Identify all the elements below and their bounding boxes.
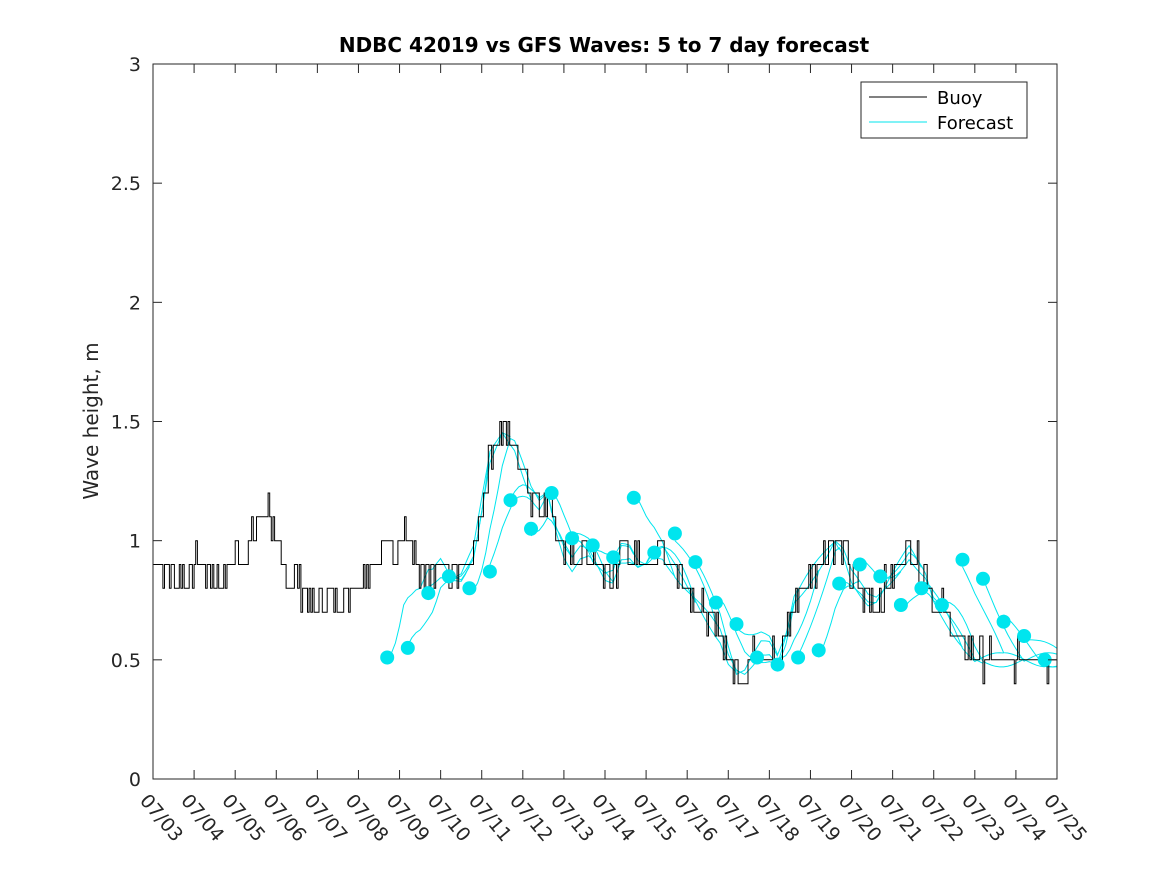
forecast-line — [962, 566, 1045, 668]
legend-buoy-label: Buoy — [937, 88, 983, 109]
legend: Buoy Forecast — [860, 81, 1028, 139]
forecast-marker — [647, 545, 662, 560]
forecast-line — [694, 560, 779, 676]
forecast-marker — [606, 550, 621, 565]
forecast-marker — [955, 552, 970, 567]
forecast-marker — [585, 538, 600, 553]
legend-box — [860, 81, 1028, 139]
forecast-marker — [482, 564, 497, 579]
forecast-line — [674, 540, 758, 676]
forecast-marker — [421, 586, 436, 601]
forecast-marker — [729, 617, 744, 632]
forecast-line — [469, 437, 553, 593]
forecast-line — [797, 546, 881, 656]
forecast-marker — [565, 531, 580, 546]
y-tick-label: 0.5 — [111, 650, 141, 672]
forecast-marker — [441, 569, 456, 584]
forecast-line — [428, 432, 511, 588]
y-tick-label: 2 — [129, 292, 141, 314]
forecast-marker — [544, 486, 559, 500]
buoy-series — [153, 421, 1058, 685]
forecast-line — [448, 432, 532, 583]
forecast-marker — [380, 650, 395, 665]
forecast-marker — [503, 493, 518, 508]
forecast-markers — [380, 486, 1052, 672]
forecast-line — [1003, 614, 1058, 668]
forecast-line — [818, 571, 902, 658]
forecast-line — [777, 539, 861, 659]
y-axis: 0 0.5 1 1.5 2 2.5 3 — [111, 54, 1057, 791]
forecast-marker — [750, 650, 764, 665]
y-axis-label: Wave height, m — [79, 342, 103, 499]
chart-title: NDBC 42019 vs GFS Waves: 5 to 7 day fore… — [339, 33, 870, 57]
forecast-marker — [832, 576, 847, 591]
forecast-marker — [811, 643, 826, 658]
legend-forecast-label: Forecast — [937, 113, 1013, 134]
forecast-marker — [791, 650, 806, 665]
forecast-marker — [852, 557, 867, 572]
forecast-marker — [976, 571, 990, 586]
forecast-marker — [400, 640, 415, 655]
forecast-marker — [462, 581, 477, 596]
y-tick-label: 0 — [129, 769, 141, 791]
forecast-line — [510, 484, 594, 573]
forecast-marker — [914, 581, 929, 596]
forecast-marker — [708, 595, 723, 610]
y-tick-label: 3 — [129, 54, 141, 76]
forecast-line — [592, 542, 676, 577]
forecast-marker — [524, 521, 538, 536]
y-tick-label: 1 — [129, 531, 141, 553]
y-tick-label: 2.5 — [111, 173, 141, 195]
forecast-marker — [688, 555, 703, 570]
forecast-marker — [1017, 629, 1032, 643]
forecast-line — [736, 569, 820, 657]
forecast-marker — [770, 657, 785, 672]
y-tick-label: 1.5 — [111, 412, 141, 434]
forecast-marker — [934, 598, 949, 612]
buoy-line — [153, 421, 1058, 685]
forecast-marker — [873, 569, 888, 584]
forecast-marker — [893, 598, 908, 612]
forecast-marker — [996, 614, 1011, 629]
forecast-marker — [667, 526, 682, 541]
forecast-marker — [626, 490, 641, 505]
